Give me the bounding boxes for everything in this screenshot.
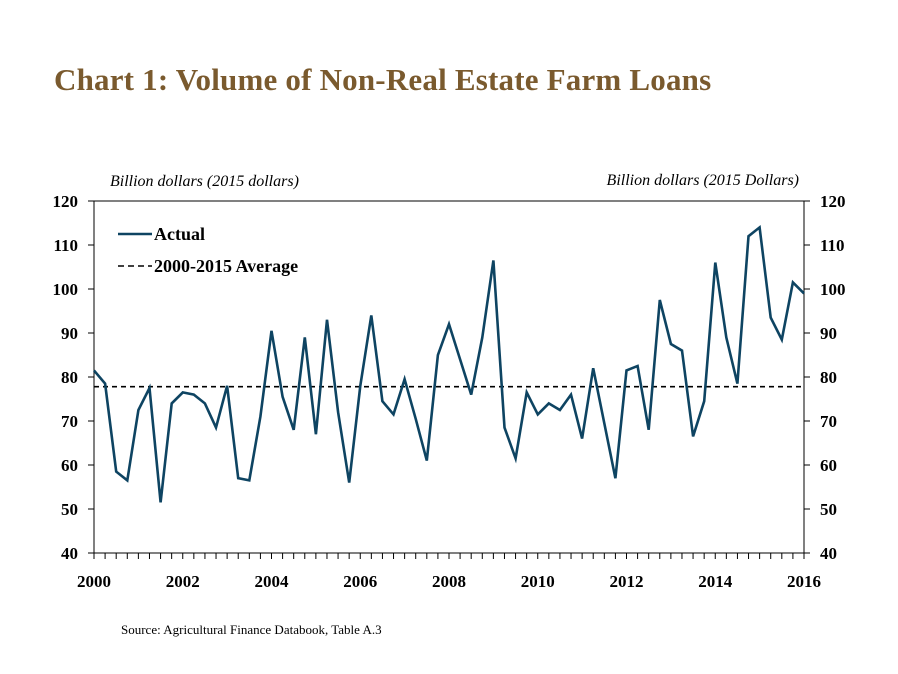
y-tick-label-left: 40 (61, 544, 78, 563)
x-tick-label: 2000 (77, 572, 111, 591)
y-tick-label-right: 120 (820, 192, 846, 211)
y-tick-label-right: 50 (820, 500, 837, 519)
source-note: Source: Agricultural Finance Databook, T… (121, 622, 382, 637)
y-tick-label-left: 60 (61, 456, 78, 475)
y-tick-label-left: 110 (53, 236, 78, 255)
y-tick-label-right: 80 (820, 368, 837, 387)
legend: Actual 2000-2015 Average (118, 224, 298, 276)
y-tick-label-right: 100 (820, 280, 846, 299)
y-tick-label-right: 90 (820, 324, 837, 343)
y-tick-label-left: 50 (61, 500, 78, 519)
y-tick-label-left: 80 (61, 368, 78, 387)
x-tick-label: 2012 (610, 572, 644, 591)
x-tick-label: 2008 (432, 572, 466, 591)
axes-group: 40 40 50 50 60 60 70 70 80 80 90 90 100 100 110 110 120 1… (53, 192, 846, 591)
legend-label-actual: Actual (154, 224, 205, 244)
x-tick-label: 2006 (343, 572, 377, 591)
y-tick-label-right: 70 (820, 412, 837, 431)
x-tick-label: 2014 (698, 572, 733, 591)
actual-series-line (93, 224, 805, 503)
y-tick-label-left: 120 (53, 192, 79, 211)
legend-label-average: 2000-2015 Average (154, 256, 298, 276)
y-tick-label-right: 60 (820, 456, 837, 475)
x-tick-label: 2004 (255, 572, 290, 591)
y-tick-label-right: 40 (820, 544, 837, 563)
y-tick-label-left: 90 (61, 324, 78, 343)
right-axis-unit-label: Billion dollars (2015 Dollars) (606, 172, 799, 189)
x-tick-label: 2010 (521, 572, 555, 591)
y-tick-label-left: 100 (53, 280, 79, 299)
left-axis-unit-label: Billion dollars (2015 dollars) (110, 173, 299, 190)
marks-group (93, 224, 805, 503)
x-tick-label: 2002 (166, 572, 200, 591)
y-tick-label-left: 70 (61, 412, 78, 431)
y-tick-label-right: 110 (820, 236, 845, 255)
chart-title: Chart 1: Volume of Non-Real Estate Farm … (54, 62, 712, 97)
x-tick-label: 2016 (787, 572, 821, 591)
